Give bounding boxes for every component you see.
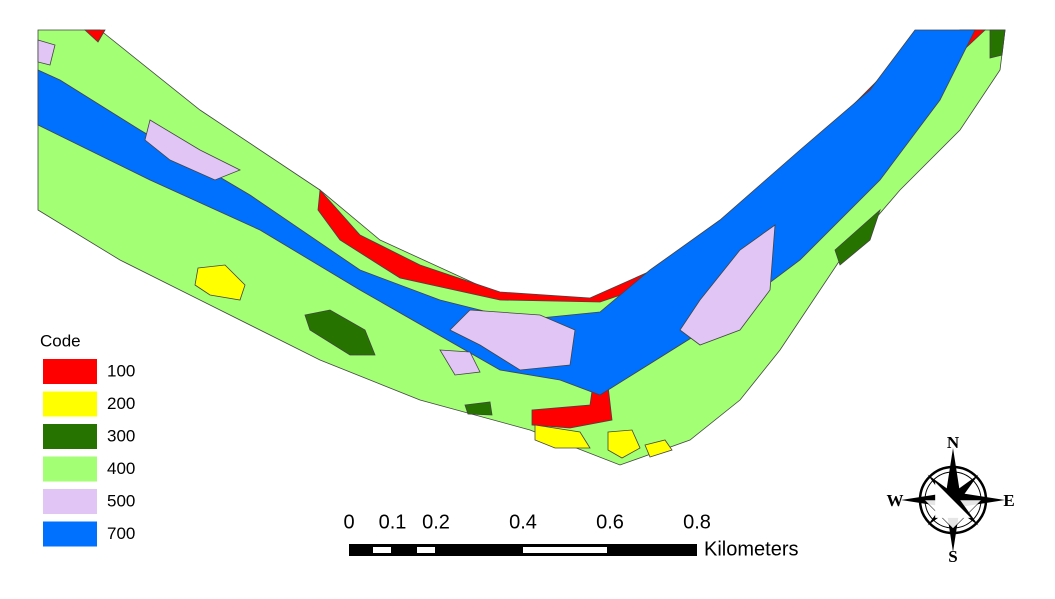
class-200 <box>194 264 246 301</box>
class-200 <box>644 439 673 458</box>
legend-swatch <box>43 359 97 384</box>
land-cover <box>37 29 1006 466</box>
scale-label: 0.4 <box>509 511 537 533</box>
scale-bar-gap <box>417 547 435 553</box>
class-400 <box>37 29 1006 466</box>
legend-title: Code <box>40 331 81 350</box>
compass-e: E <box>1003 491 1014 510</box>
scale-label: 0.1 <box>379 511 407 533</box>
scale-bar: Kilometers 0 0.1 0.2 0.4 0.6 0.8 <box>343 511 798 560</box>
legend-swatch <box>43 424 97 449</box>
class-300 <box>834 208 881 266</box>
legend-label: 200 <box>107 394 135 413</box>
scale-label: 0.2 <box>422 511 450 533</box>
legend-swatch <box>43 489 97 514</box>
scale-label: 0.6 <box>596 511 624 533</box>
class-200 <box>534 424 591 449</box>
compass-s: S <box>948 547 957 566</box>
legend-swatch <box>43 391 97 417</box>
legend-label: 100 <box>107 361 135 380</box>
legend-swatch <box>43 456 97 482</box>
class-500 <box>679 224 776 346</box>
scale-label: 0 <box>343 511 354 533</box>
class-500 <box>439 349 481 376</box>
compass: N S E W <box>887 433 1015 566</box>
scale-bar-gap <box>373 547 391 553</box>
class-500 <box>449 309 576 371</box>
class-100 <box>83 29 106 43</box>
legend-label: 700 <box>107 524 135 543</box>
class-500 <box>144 119 241 181</box>
class-500 <box>37 39 56 66</box>
compass-n: N <box>947 433 960 452</box>
legend: 100 200 300 400 500 700 <box>43 359 135 547</box>
class-300 <box>304 309 376 356</box>
legend-label: 400 <box>107 459 135 478</box>
class-300 <box>464 401 493 416</box>
scale-bar-gap <box>523 547 607 553</box>
legend-label: 500 <box>107 491 135 510</box>
legend-label: 300 <box>107 426 135 445</box>
scale-unit: Kilometers <box>704 538 798 560</box>
legend-swatch <box>43 521 97 547</box>
compass-w: W <box>887 491 904 510</box>
class-300 <box>989 29 1006 59</box>
class-200 <box>607 429 641 459</box>
scale-label: 0.8 <box>683 511 711 533</box>
